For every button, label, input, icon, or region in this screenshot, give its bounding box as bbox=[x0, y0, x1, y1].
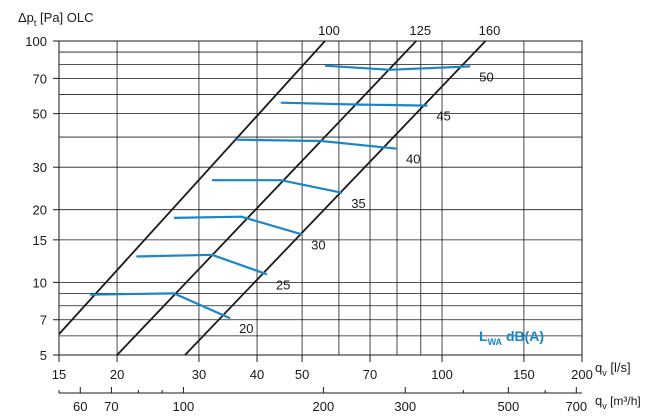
sound-line bbox=[173, 215, 303, 236]
x-tick-label: 70 bbox=[363, 367, 377, 382]
y-axis-title: Δpt [Pa] OLC bbox=[18, 10, 94, 28]
x-tick-label: 40 bbox=[250, 367, 264, 382]
y-tick-label: 100 bbox=[25, 34, 47, 49]
x-tick-label: 50 bbox=[295, 367, 309, 382]
y-tick-label: 5 bbox=[40, 348, 47, 363]
x-tick-label: 15 bbox=[52, 367, 66, 382]
x2-tick-label: 100 bbox=[173, 399, 195, 414]
sound-label: 50 bbox=[479, 69, 493, 84]
duct-line bbox=[116, 40, 417, 356]
sound-label: 40 bbox=[406, 152, 420, 167]
sound-label: 45 bbox=[436, 109, 450, 124]
axes: 5 7 10 15 20 30 50 70 100 15 20 30 40 50 70 100 150 200 60… bbox=[25, 34, 593, 414]
x-tick-label: 200 bbox=[571, 367, 593, 382]
sound-label: 25 bbox=[276, 277, 290, 292]
duct-lines: 100 125 160 bbox=[58, 23, 501, 356]
sound-label: 20 bbox=[239, 321, 253, 336]
sound-lines: 20 25 30 35 40 45 50 bbox=[90, 64, 494, 336]
duct-label: 125 bbox=[409, 23, 431, 38]
duct-line bbox=[184, 40, 487, 356]
x-axis-title: qv [l/s] bbox=[595, 360, 631, 378]
y-tick-label: 7 bbox=[40, 313, 47, 328]
y-tick-label: 15 bbox=[33, 233, 47, 248]
x-tick-label: 100 bbox=[431, 367, 453, 382]
sound-line bbox=[235, 138, 398, 150]
x2-tick-label: 60 bbox=[73, 399, 87, 414]
x-tick-label: 20 bbox=[110, 367, 124, 382]
x2-axis-title: qv [m³/h] bbox=[595, 393, 641, 411]
grid-layer bbox=[58, 40, 583, 356]
duct-label: 100 bbox=[318, 23, 340, 38]
x2-tick-label: 70 bbox=[104, 399, 118, 414]
x2-tick-label: 300 bbox=[394, 399, 416, 414]
legend-label: LWA dB(A) bbox=[479, 328, 544, 347]
y-tick-label: 70 bbox=[33, 71, 47, 86]
sound-label: 30 bbox=[311, 237, 325, 252]
sound-line bbox=[280, 101, 428, 107]
y-tick-label: 30 bbox=[33, 160, 47, 175]
x2-tick-label: 700 bbox=[565, 399, 587, 414]
sound-line bbox=[212, 179, 343, 194]
duct-line bbox=[58, 40, 326, 335]
y-tick-label: 10 bbox=[33, 275, 47, 290]
plot-frame bbox=[58, 40, 583, 356]
sound-line bbox=[90, 292, 231, 320]
sound-line bbox=[136, 253, 268, 276]
sound-label: 35 bbox=[351, 196, 365, 211]
duct-label: 160 bbox=[479, 23, 501, 38]
y-tick-label: 20 bbox=[33, 203, 47, 218]
x-tick-label: 30 bbox=[192, 367, 206, 382]
x-tick-label: 150 bbox=[513, 367, 535, 382]
sound-line bbox=[324, 64, 471, 71]
x2-tick-label: 200 bbox=[313, 399, 335, 414]
x2-tick-label: 500 bbox=[498, 399, 520, 414]
y-tick-label: 50 bbox=[33, 107, 47, 122]
